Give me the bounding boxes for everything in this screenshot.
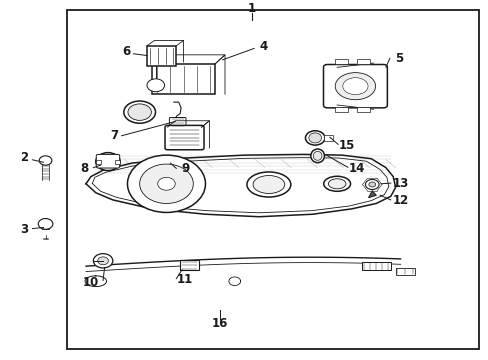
Ellipse shape <box>252 176 284 193</box>
FancyBboxPatch shape <box>169 117 185 128</box>
Text: 11: 11 <box>177 273 193 286</box>
FancyBboxPatch shape <box>96 154 120 168</box>
Text: 15: 15 <box>338 139 354 152</box>
Circle shape <box>368 182 375 187</box>
Circle shape <box>127 155 205 212</box>
Circle shape <box>98 257 108 265</box>
Text: 1: 1 <box>247 3 255 15</box>
Ellipse shape <box>246 172 290 197</box>
Text: 16: 16 <box>211 317 228 330</box>
Circle shape <box>365 180 378 189</box>
Bar <box>334 59 347 64</box>
Text: 9: 9 <box>181 162 189 175</box>
Circle shape <box>38 219 53 229</box>
Ellipse shape <box>328 179 345 189</box>
Circle shape <box>147 79 164 92</box>
Bar <box>356 107 369 112</box>
Bar <box>115 160 120 164</box>
FancyBboxPatch shape <box>147 46 176 66</box>
Circle shape <box>140 164 193 203</box>
Ellipse shape <box>310 149 324 163</box>
Text: 8: 8 <box>80 162 88 175</box>
Ellipse shape <box>128 104 151 120</box>
Circle shape <box>101 156 115 167</box>
Text: 10: 10 <box>82 276 99 289</box>
Text: 12: 12 <box>391 194 408 207</box>
Text: 3: 3 <box>20 223 28 236</box>
Text: 2: 2 <box>20 152 28 165</box>
Ellipse shape <box>342 78 367 95</box>
Ellipse shape <box>335 73 375 100</box>
Text: 7: 7 <box>109 129 118 141</box>
Circle shape <box>93 254 113 268</box>
Text: 4: 4 <box>259 40 267 53</box>
FancyBboxPatch shape <box>164 125 203 150</box>
Ellipse shape <box>123 101 155 123</box>
Circle shape <box>39 156 52 165</box>
Ellipse shape <box>313 151 322 160</box>
FancyBboxPatch shape <box>152 64 215 94</box>
Ellipse shape <box>308 133 321 143</box>
Circle shape <box>158 177 175 190</box>
Bar <box>334 107 347 112</box>
Text: 6: 6 <box>122 45 130 58</box>
Text: 5: 5 <box>395 52 403 65</box>
FancyBboxPatch shape <box>395 268 414 275</box>
Ellipse shape <box>323 176 350 191</box>
Text: 13: 13 <box>391 176 408 190</box>
Bar <box>66 10 478 348</box>
FancyBboxPatch shape <box>180 260 198 270</box>
FancyBboxPatch shape <box>323 64 386 108</box>
Circle shape <box>96 153 120 171</box>
Ellipse shape <box>305 131 325 145</box>
FancyBboxPatch shape <box>361 261 390 270</box>
Bar <box>96 160 101 164</box>
Bar <box>324 135 332 141</box>
Polygon shape <box>368 191 375 197</box>
Text: 14: 14 <box>348 162 364 175</box>
Bar <box>356 59 369 64</box>
